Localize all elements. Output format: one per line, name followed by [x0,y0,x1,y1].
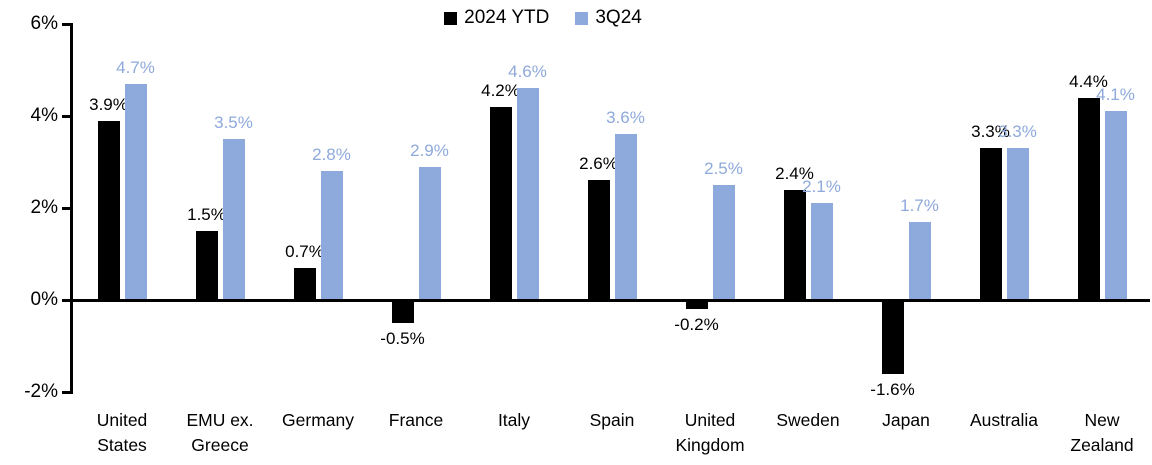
y-axis-tick-label: 6% [30,13,58,34]
bar-3q24-united-kingdom [712,185,735,300]
y-axis-tick [62,207,70,210]
legend-item-2024-ytd: 2024 YTD [444,7,549,29]
data-label-2024-ytd-france: -0.5% [380,329,425,348]
x-axis-category-italy: Italy [497,410,531,430]
y-axis-line [70,23,73,394]
data-label-2024-ytd-united-states: 3.9% [89,94,128,114]
y-axis-tick [62,391,70,394]
y-axis-tick-label: -2% [24,381,58,402]
x-axis-category-spain: Spain [589,410,635,430]
bar-3q24-italy [516,88,539,300]
data-label-3q24-united-kingdom: 2.5% [704,159,743,178]
data-label-2024-ytd-spain: 2.6% [579,154,618,174]
data-label-3q24-australia: 3.3% [998,122,1037,142]
bar-3q24-sweden [810,203,833,300]
bar-3q24-united-states [124,83,147,300]
data-label-3q24-spain: 3.6% [606,108,645,128]
legend: 2024 YTD 3Q24 [0,7,1119,29]
legend-swatch-2024-ytd [444,11,458,25]
x-axis-category-united-states: United States [96,410,148,455]
y-axis-tick [62,23,70,26]
bar-2024-ytd-germany [293,267,316,300]
legend-swatch-3q24 [575,11,589,25]
x-axis-category-united-kingdom: United Kingdom [675,410,745,455]
data-label-2024-ytd-italy: 4.2% [481,80,520,100]
legend-item-3q24: 3Q24 [575,7,642,29]
legend-label-3q24: 3Q24 [595,7,642,28]
bar-2024-ytd-france [391,300,414,323]
x-axis-category-japan: Japan [882,410,930,430]
bar-3q24-new-zealand [1104,111,1127,300]
x-axis-category-australia: Australia [969,410,1039,430]
legend-label-2024-ytd: 2024 YTD [464,7,550,28]
y-axis-tick-label: 4% [30,105,58,126]
bar-3q24-france [418,166,441,300]
x-axis-category-germany: Germany [282,410,354,430]
bar-2024-ytd-australia [979,148,1002,300]
data-label-3q24-united-states: 4.7% [116,57,155,77]
data-label-2024-ytd-japan: -1.6% [870,379,915,399]
bar-2024-ytd-united-kingdom [685,300,708,310]
data-label-2024-ytd-germany: 0.7% [285,241,324,261]
y-axis-tick [62,115,70,118]
bar-3q24-japan [908,221,931,300]
data-label-3q24-germany: 2.8% [312,145,351,165]
y-axis-tick [62,299,70,302]
data-label-3q24-emu-ex-greece: 3.5% [214,113,253,132]
data-label-3q24-sweden: 2.1% [802,177,841,197]
x-axis-category-sweden: Sweden [776,410,840,430]
bar-2024-ytd-emu-ex-greece [195,231,218,300]
y-axis-tick-label: 2% [30,197,58,218]
bar-2024-ytd-japan [881,300,904,374]
bar-3q24-australia [1006,148,1029,300]
bar-3q24-spain [614,134,637,300]
y-axis-tick-label: 0% [30,289,58,310]
bar-2024-ytd-italy [489,106,512,300]
bar-2024-ytd-new-zealand [1077,97,1100,300]
x-axis-zero-line [70,299,1150,302]
data-label-2024-ytd-new-zealand: 4.4% [1069,71,1108,91]
data-label-2024-ytd-united-kingdom: -0.2% [674,315,719,335]
x-axis-category-emu-ex-greece: EMU ex. Greece [186,410,254,455]
bar-3q24-emu-ex-greece [222,139,245,300]
bar-2024-ytd-sweden [783,189,806,300]
data-label-3q24-france: 2.9% [410,140,449,160]
data-label-2024-ytd-australia: 3.3% [971,122,1010,142]
data-label-3q24-japan: 1.7% [900,195,939,215]
bar-2024-ytd-spain [587,180,610,300]
x-axis-category-new-zealand: New Zealand [1070,410,1134,455]
data-label-3q24-italy: 4.6% [508,62,547,82]
data-label-3q24-new-zealand: 4.1% [1096,85,1135,105]
bar-3q24-germany [320,171,343,300]
data-label-2024-ytd-sweden: 2.4% [775,163,814,183]
x-axis-category-france: France [388,410,444,430]
data-label-2024-ytd-emu-ex-greece: 1.5% [187,205,226,224]
bar-2024-ytd-united-states [97,120,120,300]
